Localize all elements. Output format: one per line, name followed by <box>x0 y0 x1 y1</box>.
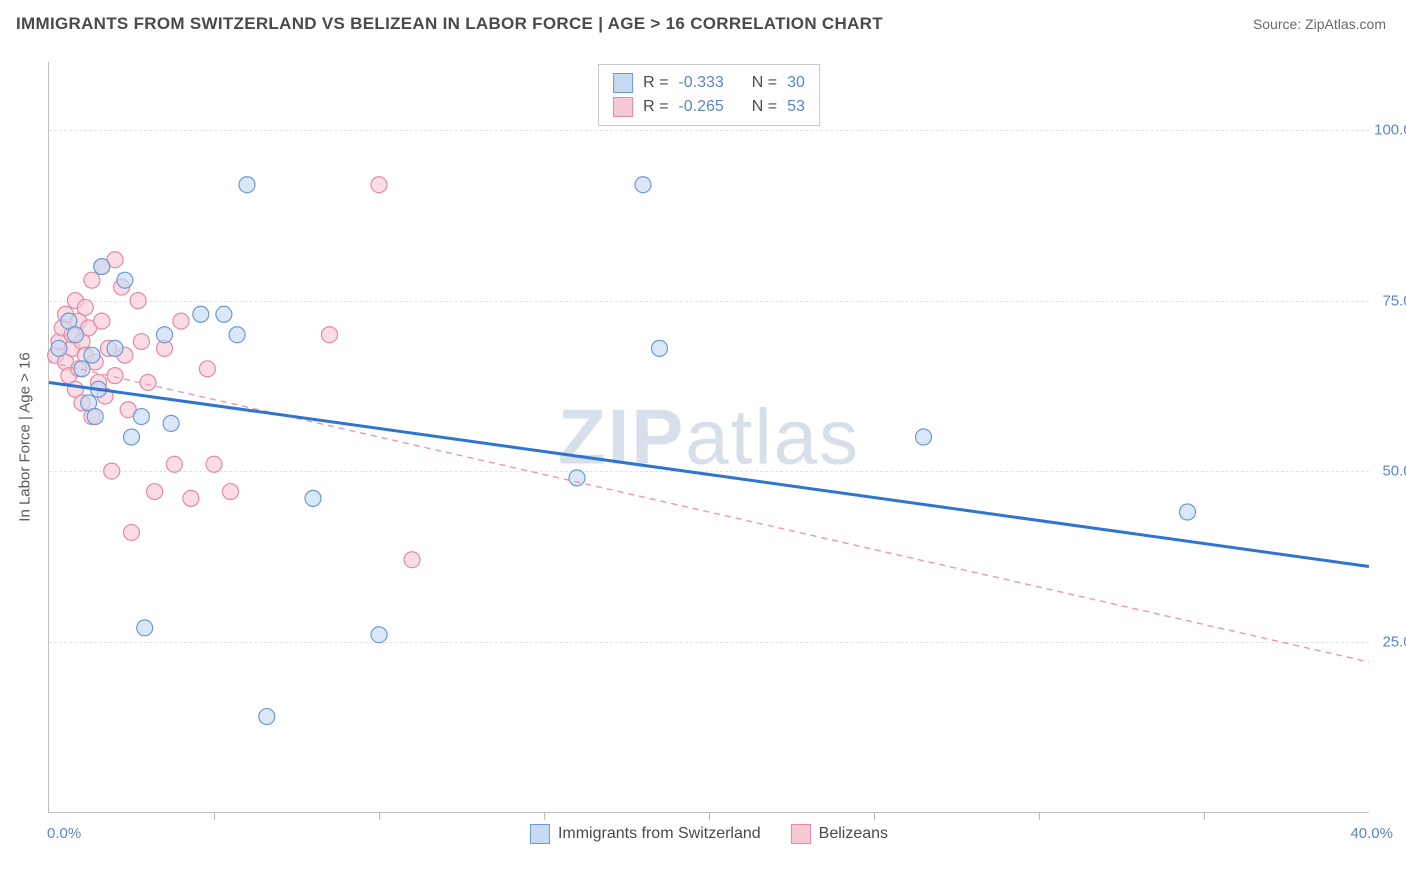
x-tick <box>874 812 875 820</box>
n-value: 53 <box>787 95 805 119</box>
scatter-point <box>147 484 163 500</box>
legend-label: Immigrants from Switzerland <box>558 825 761 843</box>
scatter-point <box>916 429 932 445</box>
legend-item-swiss: Immigrants from Switzerland <box>530 824 761 844</box>
x-tick <box>1204 812 1205 820</box>
y-tick-label: 25.0% <box>1382 633 1406 650</box>
y-tick-label: 75.0% <box>1382 292 1406 309</box>
scatter-point <box>635 177 651 193</box>
x-tick <box>214 812 215 820</box>
x-tick <box>1039 812 1040 820</box>
x-axis-min-label: 0.0% <box>47 825 81 842</box>
scatter-point <box>87 409 103 425</box>
scatter-point <box>239 177 255 193</box>
r-label: R = <box>643 95 668 119</box>
scatter-point <box>371 627 387 643</box>
scatter-point <box>322 327 338 343</box>
scatter-point <box>166 456 182 472</box>
scatter-point <box>404 552 420 568</box>
scatter-point <box>1180 504 1196 520</box>
chart-source: Source: ZipAtlas.com <box>1253 16 1386 32</box>
scatter-point <box>199 361 215 377</box>
scatter-point <box>569 470 585 486</box>
scatter-point <box>124 429 140 445</box>
n-label: N = <box>752 71 777 95</box>
legend-top: R = -0.333 N = 30 R = -0.265 N = 53 <box>598 64 820 126</box>
scatter-point <box>173 313 189 329</box>
swatch-swiss <box>613 73 633 93</box>
scatter-point <box>107 340 123 356</box>
legend-item-belizean: Belizeans <box>791 824 888 844</box>
y-tick-label: 50.0% <box>1382 463 1406 480</box>
scatter-point <box>117 272 133 288</box>
swatch-swiss <box>530 824 550 844</box>
scatter-point <box>130 293 146 309</box>
scatter-point <box>137 620 153 636</box>
trend-line <box>49 362 1369 662</box>
legend-top-row-swiss: R = -0.333 N = 30 <box>613 71 805 95</box>
n-label: N = <box>752 95 777 119</box>
x-tick <box>544 812 545 820</box>
n-value: 30 <box>787 71 805 95</box>
y-tick-label: 100.0% <box>1374 122 1406 139</box>
scatter-point <box>193 306 209 322</box>
scatter-point <box>94 259 110 275</box>
scatter-point <box>104 463 120 479</box>
chart-plot-area: In Labor Force | Age > 16 25.0%50.0%75.0… <box>48 62 1369 813</box>
scatter-point <box>133 334 149 350</box>
r-label: R = <box>643 71 668 95</box>
scatter-point <box>84 272 100 288</box>
scatter-point <box>51 340 67 356</box>
scatter-point <box>183 490 199 506</box>
scatter-point <box>229 327 245 343</box>
scatter-point <box>305 490 321 506</box>
scatter-point <box>216 306 232 322</box>
scatter-point <box>124 524 140 540</box>
y-axis-title: In Labor Force | Age > 16 <box>17 352 34 521</box>
chart-header: IMMIGRANTS FROM SWITZERLAND VS BELIZEAN … <box>0 0 1406 42</box>
swatch-belizean <box>791 824 811 844</box>
swatch-belizean <box>613 97 633 117</box>
scatter-point <box>77 299 93 315</box>
scatter-point <box>94 313 110 329</box>
scatter-point <box>140 374 156 390</box>
scatter-point <box>133 409 149 425</box>
scatter-point <box>84 347 100 363</box>
scatter-point <box>67 327 83 343</box>
legend-bottom: Immigrants from Switzerland Belizeans <box>530 824 888 844</box>
scatter-point <box>206 456 222 472</box>
scatter-point <box>652 340 668 356</box>
trend-line <box>49 382 1369 566</box>
legend-top-row-belizean: R = -0.265 N = 53 <box>613 95 805 119</box>
scatter-point <box>223 484 239 500</box>
scatter-point <box>371 177 387 193</box>
r-value: -0.333 <box>678 71 723 95</box>
x-tick <box>709 812 710 820</box>
x-tick <box>379 812 380 820</box>
legend-label: Belizeans <box>819 825 888 843</box>
scatter-point <box>157 327 173 343</box>
scatter-point <box>163 415 179 431</box>
scatter-svg <box>49 62 1369 812</box>
x-axis-max-label: 40.0% <box>1350 825 1393 842</box>
scatter-point <box>107 368 123 384</box>
chart-title: IMMIGRANTS FROM SWITZERLAND VS BELIZEAN … <box>16 14 883 34</box>
scatter-point <box>259 709 275 725</box>
r-value: -0.265 <box>678 95 723 119</box>
